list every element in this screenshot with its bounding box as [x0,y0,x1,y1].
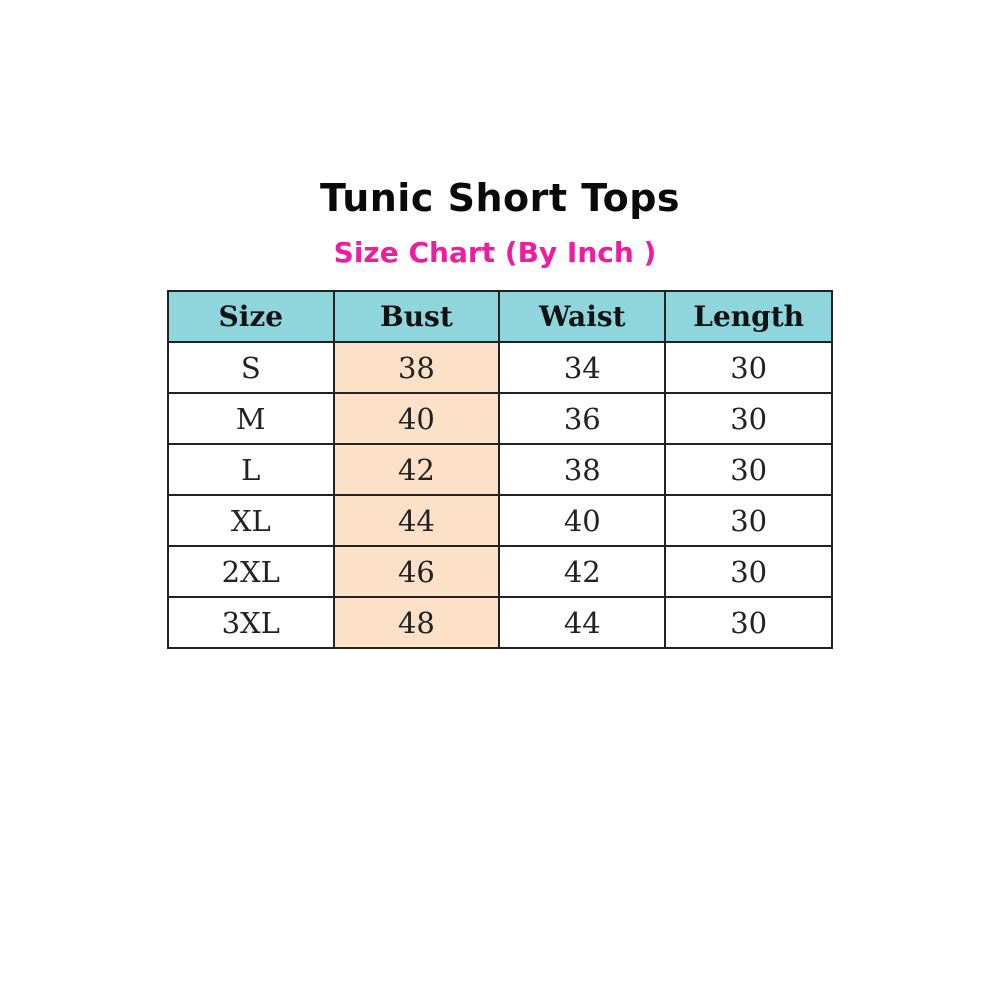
cell-waist: 40 [498,494,667,547]
cell-length: 30 [664,443,833,496]
cell-length: 30 [664,494,833,547]
cell-length: 30 [664,545,833,598]
size-chart-table: Size Bust Waist Length S 38 34 30 M 40 36 30 L 42… [167,290,833,649]
table-row: XL 44 40 30 [167,494,833,547]
table-row: 2XL 46 42 30 [167,545,833,598]
header-length: Length [664,290,833,343]
cell-bust: 40 [332,392,501,445]
cell-bust: 46 [332,545,501,598]
table-row: M 40 36 30 [167,392,833,445]
cell-bust: 42 [332,443,501,496]
cell-size: XL [167,494,335,547]
cell-bust: 44 [332,494,501,547]
cell-waist: 36 [498,392,667,445]
cell-bust: 48 [332,596,501,649]
header-size: Size [167,290,335,343]
header-bust: Bust [332,290,501,343]
cell-length: 30 [664,341,833,394]
header-waist: Waist [498,290,667,343]
cell-length: 30 [664,392,833,445]
table-row: 3XL 48 44 30 [167,596,833,649]
table-header-row: Size Bust Waist Length [167,290,833,343]
cell-size: S [167,341,335,394]
cell-length: 30 [664,596,833,649]
table-row: S 38 34 30 [167,341,833,394]
cell-size: 2XL [167,545,335,598]
cell-size: M [167,392,335,445]
cell-waist: 42 [498,545,667,598]
cell-waist: 44 [498,596,667,649]
page-title: Tunic Short Tops [319,176,681,220]
cell-bust: 38 [332,341,501,394]
table-row: L 42 38 30 [167,443,833,496]
cell-waist: 38 [498,443,667,496]
cell-size: L [167,443,335,496]
cell-waist: 34 [498,341,667,394]
cell-size: 3XL [167,596,335,649]
page-subtitle: Size Chart (By Inch ) [333,236,657,269]
